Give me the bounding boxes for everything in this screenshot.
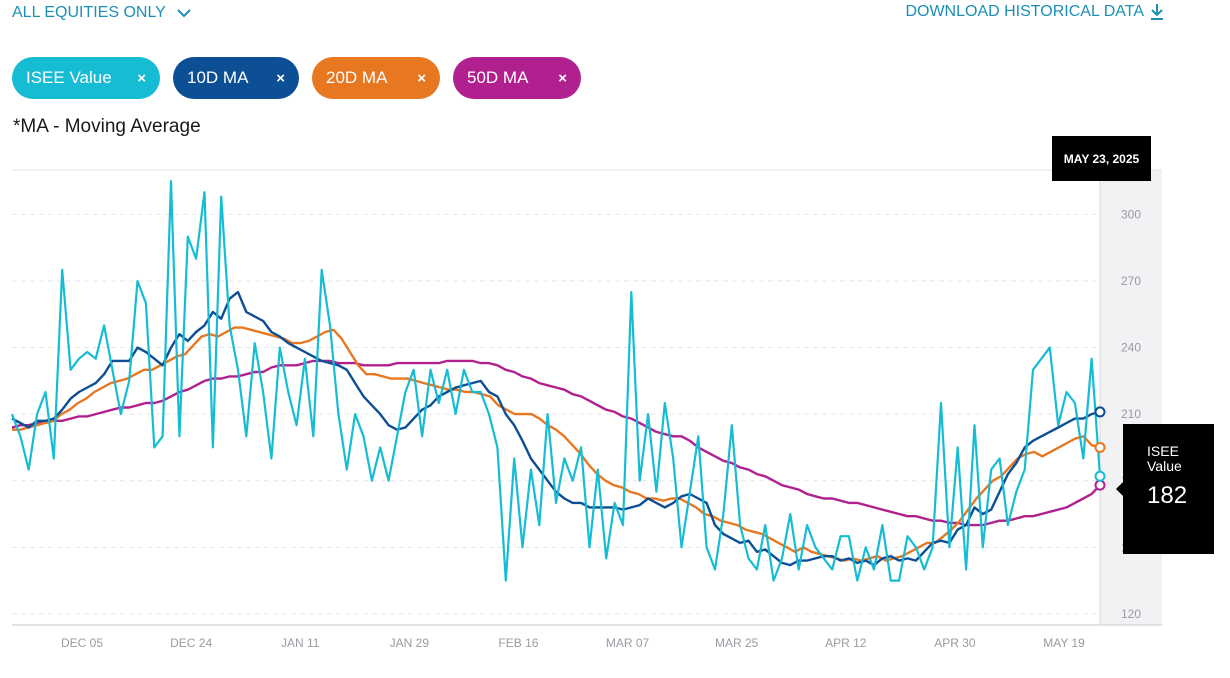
- pill-label: ISEE Value: [26, 68, 112, 87]
- equity-filter-dropdown[interactable]: ALL EQUITIES ONLY: [12, 4, 192, 22]
- tooltip-series-name: ISEE Value: [1147, 443, 1182, 474]
- tooltip-arrow: [1116, 482, 1123, 496]
- series-legend: ISEE Value × 10D MA × 20D MA × 50D MA ×: [12, 57, 581, 99]
- pill-label: 20D MA: [326, 68, 388, 87]
- x-tick-label: FEB 16: [498, 636, 538, 650]
- gridlines: [12, 213, 1100, 615]
- pill-20d-ma[interactable]: 20D MA ×: [312, 57, 440, 99]
- series-line-isee-value: [10, 180, 1102, 582]
- x-tick-label: JAN 29: [390, 636, 430, 650]
- series-lines: [10, 180, 1102, 582]
- download-label: DOWNLOAD HISTORICAL DATA: [905, 3, 1144, 20]
- pill-label: 10D MA: [187, 68, 249, 87]
- equity-filter-label: ALL EQUITIES ONLY: [12, 4, 166, 21]
- remove-20d-ma-icon[interactable]: ×: [417, 69, 426, 87]
- x-tick-label: MAR 25: [715, 636, 759, 650]
- end-marker-isee-value: [1094, 470, 1106, 482]
- x-tick-label: APR 12: [825, 636, 867, 650]
- x-tick-label: DEC 24: [170, 636, 212, 650]
- y-tick-label: 240: [1121, 341, 1141, 355]
- y-tick-label: 300: [1121, 207, 1141, 221]
- remove-50d-ma-icon[interactable]: ×: [558, 69, 567, 87]
- y-tick-label: 120: [1121, 607, 1141, 621]
- chevron-down-icon: [177, 9, 191, 18]
- download-icon: [1151, 4, 1163, 20]
- pill-label: 50D MA: [467, 68, 529, 87]
- end-marker-20d-ma: [1094, 441, 1106, 453]
- date-tooltip: MAY 23, 2025: [1052, 136, 1151, 181]
- chart-right-shade: [1100, 170, 1162, 625]
- end-marker-10d-ma: [1094, 406, 1106, 418]
- x-tick-label: JAN 11: [281, 636, 320, 650]
- x-tick-label: MAR 07: [606, 636, 650, 650]
- y-tick-label: 270: [1121, 274, 1141, 288]
- x-tick-label: DEC 05: [61, 636, 103, 650]
- x-tick-label: APR 30: [934, 636, 976, 650]
- download-historical-data-link[interactable]: DOWNLOAD HISTORICAL DATA: [905, 3, 1164, 21]
- tooltip-value: 182: [1147, 482, 1188, 509]
- y-tick-label: 210: [1121, 407, 1141, 421]
- pill-50d-ma[interactable]: 50D MA ×: [453, 57, 581, 99]
- pill-10d-ma[interactable]: 10D MA ×: [173, 57, 299, 99]
- x-axis-ticks: DEC 05 DEC 24 JAN 11 JAN 29 FEB 16 MAR 07 MAR …: [61, 636, 1085, 650]
- series-line-50d-ma: [11, 359, 1101, 527]
- series-end-markers: [1094, 406, 1106, 491]
- x-tick-label: MAY 19: [1043, 636, 1085, 650]
- pill-isee-value[interactable]: ISEE Value ×: [12, 57, 160, 99]
- moving-average-note: *MA - Moving Average: [13, 116, 201, 137]
- remove-10d-ma-icon[interactable]: ×: [276, 69, 285, 87]
- series-line-20d-ma: [12, 326, 1101, 562]
- value-tooltip: ISEE Value 182: [1116, 424, 1214, 554]
- remove-isee-value-icon[interactable]: ×: [137, 69, 146, 87]
- end-marker-50d-ma: [1094, 479, 1106, 491]
